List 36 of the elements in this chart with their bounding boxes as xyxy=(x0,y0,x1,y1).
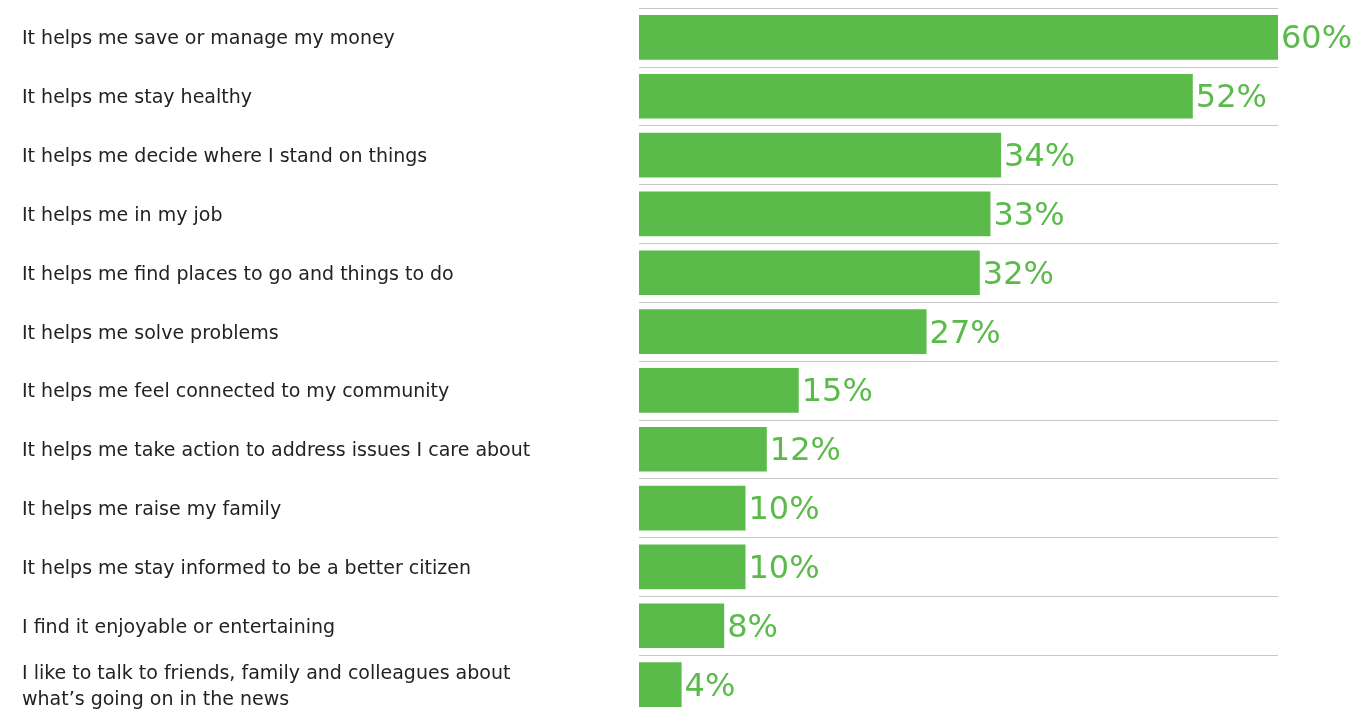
data-label: 34% xyxy=(1004,136,1076,175)
bar xyxy=(639,368,799,413)
data-label: 10% xyxy=(748,547,820,586)
data-label: 4% xyxy=(684,665,736,704)
bar xyxy=(639,544,746,590)
bar xyxy=(639,250,980,296)
y-tick-label: It helps me in my job xyxy=(22,202,223,225)
data-label: 10% xyxy=(748,489,820,528)
y-tick-label: It helps me stay healthy xyxy=(22,85,253,108)
bar xyxy=(639,426,767,472)
bar xyxy=(639,662,682,707)
y-tick-label: I find it enjoyable or entertaining xyxy=(22,614,336,637)
data-label: 32% xyxy=(982,253,1054,292)
bar xyxy=(639,191,991,237)
bar xyxy=(639,15,1278,60)
data-label: 8% xyxy=(727,606,778,645)
y-tick-label: It helps me feel connected to my community xyxy=(22,379,450,402)
data-label: 52% xyxy=(1195,77,1267,116)
y-tick-label: It helps me decide where I stand on things xyxy=(22,144,428,167)
y-tick-label: It helps me save or manage my money xyxy=(22,26,395,49)
data-label: 12% xyxy=(769,430,841,469)
y-tick-label: I like to talk to friends, family and colleagues about what’s going on in the news xyxy=(22,660,517,709)
y-tick-label: It helps me stay informed to be a better citizen xyxy=(22,555,471,578)
y-tick-label: It helps me raise my family xyxy=(22,497,282,520)
y-tick-label: It helps me find places to go and things to do xyxy=(22,261,454,284)
data-label: 15% xyxy=(801,371,873,410)
bar xyxy=(639,309,927,354)
bar xyxy=(639,132,1002,178)
y-tick-label: It helps me solve problems xyxy=(22,320,279,343)
bar xyxy=(639,73,1193,119)
bar xyxy=(639,603,725,649)
data-label: 27% xyxy=(929,312,1001,351)
data-label: 33% xyxy=(993,194,1065,233)
bar xyxy=(639,485,746,531)
data-label: 60% xyxy=(1281,18,1353,57)
y-tick-label: It helps me take action to address issues I care about xyxy=(22,438,531,461)
